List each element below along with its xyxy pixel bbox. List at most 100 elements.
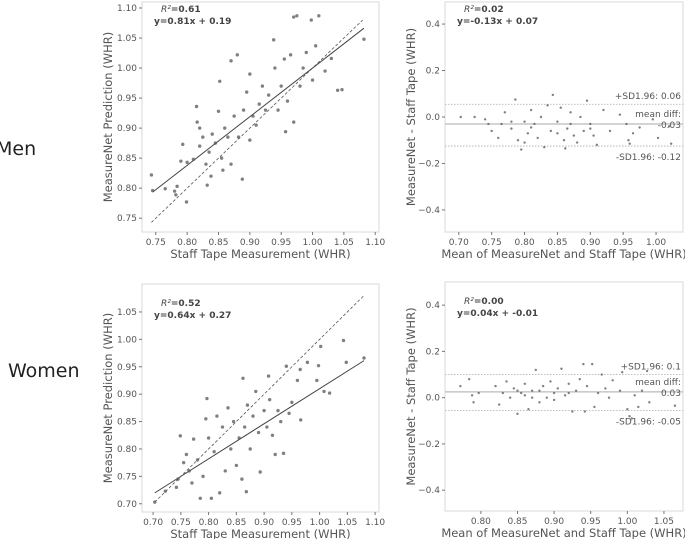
data-point [163,489,168,493]
data-point [593,405,596,409]
data-point [341,338,346,343]
y-tick-label: −0.4 [418,486,440,496]
r-squared-symbol: R² [464,5,474,15]
data-point [241,108,246,112]
data-point [673,404,677,407]
data-point [254,389,258,394]
data-point [523,394,527,397]
data-point [216,109,221,113]
plot-area [445,362,683,420]
data-point [184,452,189,457]
data-point [500,122,503,126]
regression-equation: y=0.04x + -0.01 [457,309,538,319]
data-point [669,142,673,145]
x-tick-label: 1.10 [365,238,385,248]
data-point [529,108,533,112]
data-point [195,458,200,462]
data-point [304,50,308,55]
r-squared-value: =0.02 [474,5,504,15]
r-squared-value: =0.61 [171,5,201,15]
data-point [582,129,585,133]
data-point [483,118,487,121]
data-point [301,66,305,70]
data-point [470,394,474,397]
y-tick-label: −0.4 [418,206,440,216]
x-tick-label: 0.80 [199,518,219,528]
data-point [198,496,202,500]
data-point [538,389,541,392]
data-point [317,14,321,18]
y-tick-label: 0.90 [117,390,137,400]
data-point [520,148,523,151]
data-point [579,115,582,119]
data-point [279,419,283,424]
data-point [583,410,587,413]
data-point [322,389,326,394]
x-axis-label: Staff Tape Measurement (WHR) [170,527,350,539]
data-point [618,389,622,392]
data-point [201,474,205,479]
data-point [640,389,644,392]
plot-area [149,14,366,223]
data-point [172,189,177,193]
data-point [335,88,340,92]
data-point [501,391,505,395]
data-point [258,470,262,474]
data-point [562,139,566,142]
data-point [248,72,252,76]
y-tick-label: 0.2 [426,347,440,357]
data-point [630,417,633,420]
data-point [589,122,592,126]
y-tick-label: 1.05 [117,308,137,318]
row-label-men: Men [0,138,36,160]
data-point [150,188,155,193]
data-point [604,387,607,390]
data-point [552,391,556,395]
data-point [205,183,209,187]
data-point [254,123,258,127]
data-point [221,168,225,172]
data-point [628,142,631,145]
y-tick-label: 0.0 [426,394,441,404]
data-point [523,120,526,123]
data-point [251,414,255,418]
data-point [244,490,249,494]
y-tick-label: −0.2 [418,159,440,169]
mean-diff-label: mean diff: [635,110,681,120]
data-point [191,437,196,441]
y-tick-label: 0.2 [426,67,440,77]
data-point [608,129,612,133]
data-point [316,363,321,368]
data-point [229,162,233,166]
data-point [516,139,520,142]
data-point [529,126,533,129]
data-point [218,491,222,495]
data-point [298,84,302,88]
data-point [273,452,277,457]
data-point [276,408,280,413]
y-tick-label: 0.75 [117,472,137,482]
data-point [210,132,214,136]
data-point [315,378,319,383]
data-point [267,397,272,402]
x-tick-label: 0.95 [613,238,633,248]
data-point [237,436,241,440]
data-point [571,410,574,413]
r-squared-value: =0.52 [171,299,201,309]
data-point [194,104,199,109]
y-tick-label: 1.00 [117,64,137,74]
data-point [290,400,294,405]
data-point [494,384,497,388]
data-point [519,391,523,395]
data-point [236,135,241,139]
data-point [602,108,605,112]
x-tick-label: 0.85 [226,518,246,528]
x-tick-label: 0.90 [240,238,260,248]
data-point [256,430,261,435]
data-point [223,126,227,130]
data-point [149,173,154,177]
data-point [229,447,233,451]
data-point [178,434,182,438]
data-point [536,136,539,140]
x-tick-label: 0.80 [471,517,491,527]
